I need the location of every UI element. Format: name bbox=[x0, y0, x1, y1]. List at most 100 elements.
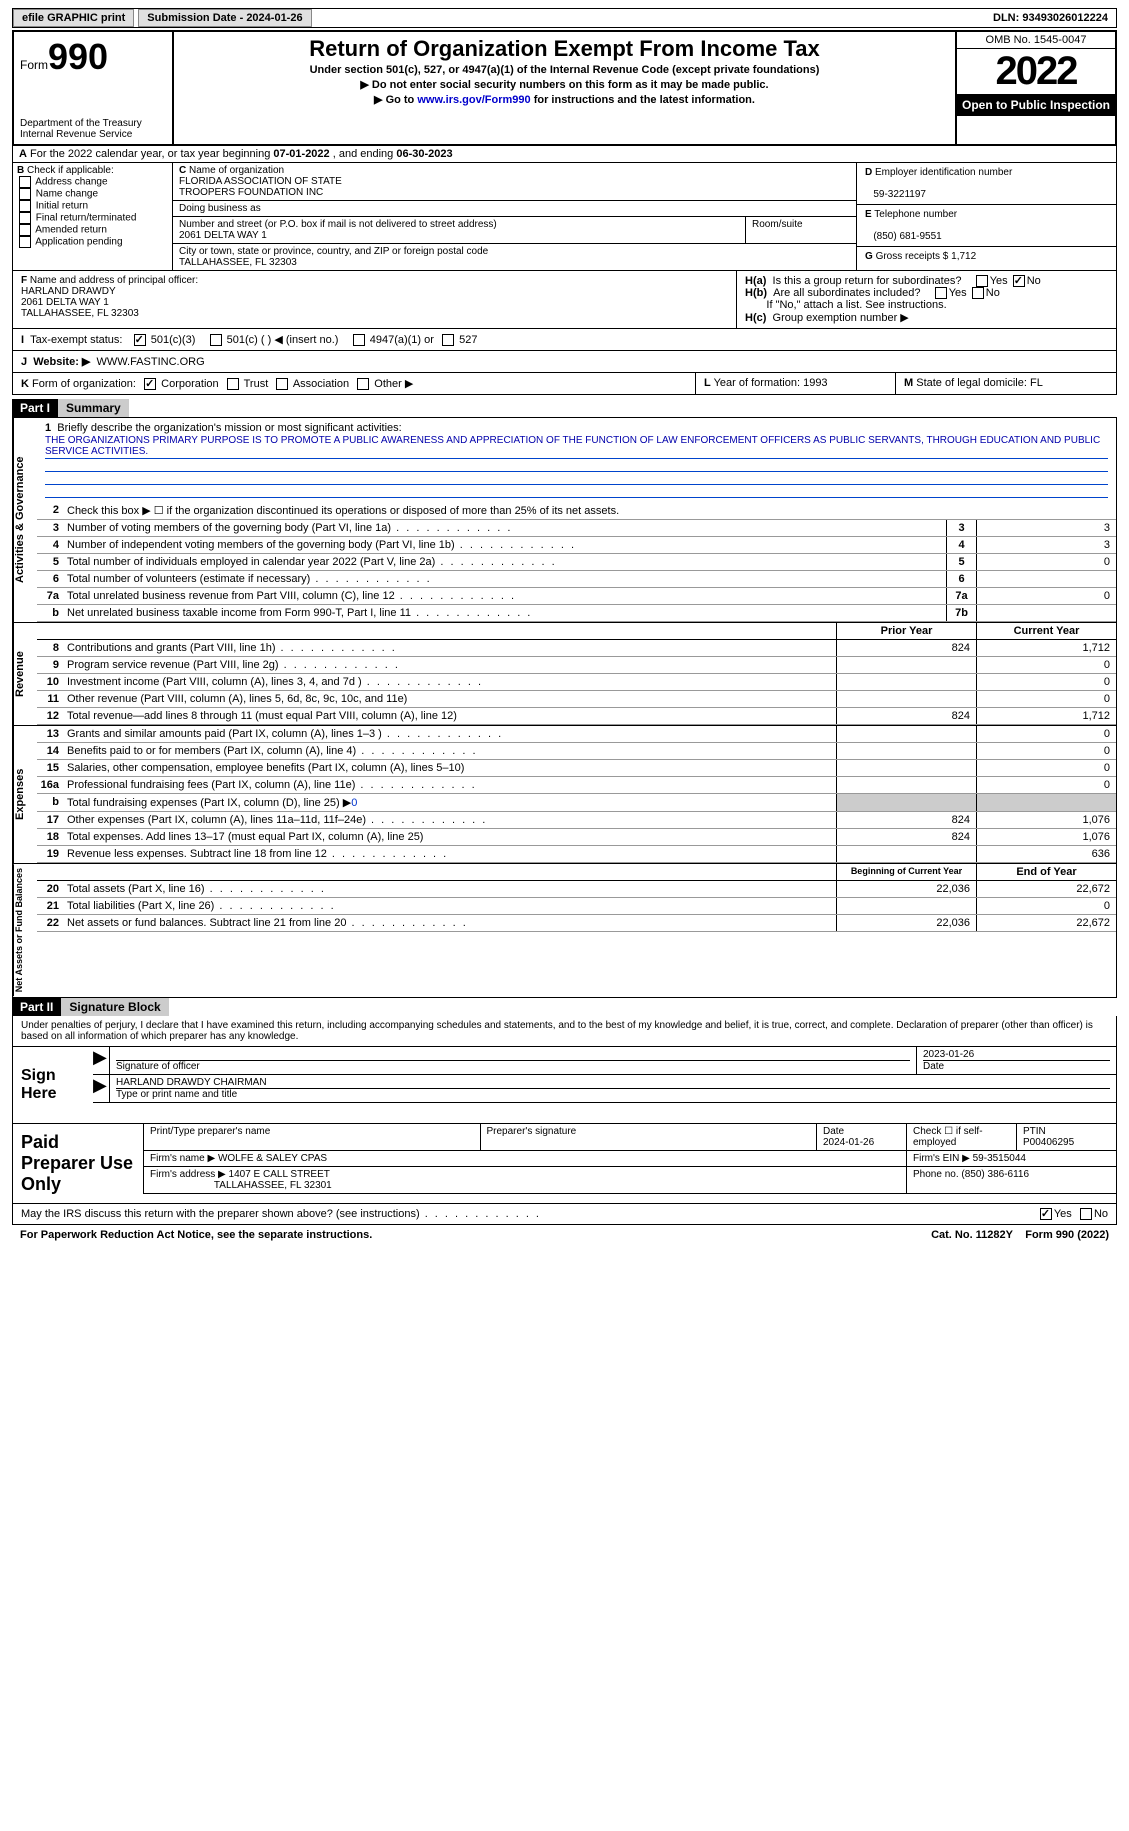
line20: Total assets (Part X, line 16) bbox=[65, 881, 836, 897]
checkbox-501c3[interactable] bbox=[134, 334, 146, 346]
public-inspection: Open to Public Inspection bbox=[957, 94, 1115, 116]
efile-print-button[interactable]: efile GRAPHIC print bbox=[13, 9, 134, 27]
irs-label: Internal Revenue Service bbox=[20, 129, 166, 140]
current-year-hdr: Current Year bbox=[976, 623, 1116, 639]
state-domicile: M State of legal domicile: FL bbox=[896, 373, 1116, 394]
line16b: Total fundraising expenses (Part IX, col… bbox=[65, 794, 836, 811]
sig-arrow-icon bbox=[93, 1047, 109, 1074]
line3: Number of voting members of the governin… bbox=[65, 520, 946, 536]
ssn-note: ▶ Do not enter social security numbers o… bbox=[178, 78, 951, 91]
checkbox-corp[interactable] bbox=[144, 378, 156, 390]
checkbox-assoc[interactable] bbox=[276, 378, 288, 390]
goto-note: ▶ Go to www.irs.gov/Form990 for instruct… bbox=[178, 93, 951, 106]
submission-date-button[interactable]: Submission Date - 2024-01-26 bbox=[138, 9, 311, 27]
mission-text: THE ORGANIZATIONS PRIMARY PURPOSE IS TO … bbox=[45, 434, 1108, 459]
line17: Other expenses (Part IX, column (A), lin… bbox=[65, 812, 836, 828]
line18: Total expenses. Add lines 13–17 (must eq… bbox=[65, 829, 836, 845]
checkbox-hb-no[interactable] bbox=[972, 287, 984, 299]
street-address: Number and street (or P.O. box if mail i… bbox=[173, 217, 746, 243]
line11: Other revenue (Part VIII, column (A), li… bbox=[65, 691, 836, 707]
line9: Program service revenue (Part VIII, line… bbox=[65, 657, 836, 673]
tax-year: 2022 bbox=[957, 49, 1115, 94]
city-state: City or town, state or province, country… bbox=[173, 244, 856, 270]
line12: Total revenue—add lines 8 through 11 (mu… bbox=[65, 708, 836, 724]
firm-name: Firm's name ▶ WOLFE & SALEY CPAS bbox=[143, 1151, 906, 1166]
checkbox-trust[interactable] bbox=[227, 378, 239, 390]
sig-arrow2-icon bbox=[93, 1075, 109, 1102]
part1-title: Summary bbox=[58, 399, 129, 417]
vtab-governance: Activities & Governance bbox=[13, 418, 37, 622]
checkbox-501c[interactable] bbox=[210, 334, 222, 346]
org-name-box: C Name of organization FLORIDA ASSOCIATI… bbox=[173, 163, 856, 201]
tax-exempt-status: I Tax-exempt status: 501(c)(3) 501(c) ( … bbox=[12, 329, 1117, 351]
sign-date: 2023-01-26Date bbox=[916, 1047, 1116, 1074]
line22: Net assets or fund balances. Subtract li… bbox=[65, 915, 836, 931]
mission-label: Briefly describe the organization's miss… bbox=[57, 422, 401, 434]
section-b: B Check if applicable: Address change Na… bbox=[13, 163, 173, 270]
penalty-statement: Under penalties of perjury, I declare th… bbox=[13, 1016, 1116, 1047]
line4: Number of independent voting members of … bbox=[65, 537, 946, 553]
line5: Total number of individuals employed in … bbox=[65, 554, 946, 570]
dept-treasury: Department of the Treasury bbox=[20, 118, 166, 129]
form-of-org: K Form of organization: Corporation Trus… bbox=[13, 373, 696, 394]
checkbox-amended[interactable] bbox=[19, 224, 31, 236]
checkbox-pending[interactable] bbox=[19, 236, 31, 248]
line6: Total number of volunteers (estimate if … bbox=[65, 571, 946, 587]
checkbox-ha-no[interactable] bbox=[1013, 275, 1025, 287]
line7b: Net unrelated business taxable income fr… bbox=[65, 605, 946, 621]
checkbox-4947[interactable] bbox=[353, 334, 365, 346]
gross-receipts: G Gross receipts $ 1,712 bbox=[857, 247, 1116, 266]
preparer-sig: Preparer's signature bbox=[480, 1124, 817, 1150]
checkbox-final[interactable] bbox=[19, 212, 31, 224]
irs-link[interactable]: www.irs.gov/Form990 bbox=[417, 94, 530, 106]
vtab-revenue: Revenue bbox=[13, 623, 37, 725]
checkbox-discuss-yes[interactable] bbox=[1040, 1208, 1052, 1220]
part2-title: Signature Block bbox=[61, 998, 168, 1016]
line19: Revenue less expenses. Subtract line 18 … bbox=[65, 846, 836, 862]
line14: Benefits paid to or for members (Part IX… bbox=[65, 743, 836, 759]
dln-label: DLN: 93493026012224 bbox=[993, 12, 1116, 24]
telephone-box: E Telephone number (850) 681-9551 bbox=[857, 205, 1116, 247]
firm-ein: Firm's EIN ▶ 59-3515044 bbox=[906, 1151, 1116, 1166]
line10: Investment income (Part VIII, column (A)… bbox=[65, 674, 836, 690]
preparer-date: Date2024-01-26 bbox=[816, 1124, 906, 1150]
ein-box: D Employer identification number 59-3221… bbox=[857, 163, 1116, 205]
checkbox-discuss-no[interactable] bbox=[1080, 1208, 1092, 1220]
firm-phone: Phone no. (850) 386-6116 bbox=[906, 1167, 1116, 1193]
principal-officer: F Name and address of principal officer:… bbox=[13, 271, 736, 328]
sign-here-label: Sign Here bbox=[13, 1047, 93, 1123]
checkbox-name-change[interactable] bbox=[19, 188, 31, 200]
line15: Salaries, other compensation, employee b… bbox=[65, 760, 836, 776]
cat-number: Cat. No. 11282Y bbox=[931, 1229, 1013, 1241]
officer-signature: Signature of officer bbox=[109, 1047, 916, 1074]
line21: Total liabilities (Part X, line 26) bbox=[65, 898, 836, 914]
checkbox-initial[interactable] bbox=[19, 200, 31, 212]
vtab-expenses: Expenses bbox=[13, 726, 37, 863]
section-a: A For the 2022 calendar year, or tax yea… bbox=[12, 146, 1117, 163]
line2: Check this box ▶ ☐ if the organization d… bbox=[65, 502, 1116, 519]
pra-notice: For Paperwork Reduction Act Notice, see … bbox=[20, 1229, 931, 1241]
prior-year-hdr: Prior Year bbox=[836, 623, 976, 639]
checkbox-other[interactable] bbox=[357, 378, 369, 390]
checkbox-hb-yes[interactable] bbox=[935, 287, 947, 299]
line8: Contributions and grants (Part VIII, lin… bbox=[65, 640, 836, 656]
top-bar: efile GRAPHIC print Submission Date - 20… bbox=[12, 8, 1117, 28]
begin-year-hdr: Beginning of Current Year bbox=[836, 864, 976, 880]
website-row: J Website: ▶ WWW.FASTINC.ORG bbox=[12, 351, 1117, 373]
part1-label: Part I bbox=[12, 399, 58, 417]
checkbox-addr-change[interactable] bbox=[19, 176, 31, 188]
vtab-netassets: Net Assets or Fund Balances bbox=[13, 864, 37, 996]
form-number: Form990 bbox=[20, 36, 166, 78]
officer-name: HARLAND DRAWDY CHAIRMANType or print nam… bbox=[109, 1075, 1116, 1102]
checkbox-ha-yes[interactable] bbox=[976, 275, 988, 287]
discuss-row: May the IRS discuss this return with the… bbox=[12, 1204, 1117, 1225]
room-suite: Room/suite bbox=[746, 217, 856, 243]
line13: Grants and similar amounts paid (Part IX… bbox=[65, 726, 836, 742]
form-footer: Form 990 (2022) bbox=[1025, 1229, 1109, 1241]
checkbox-527[interactable] bbox=[442, 334, 454, 346]
form-title: Return of Organization Exempt From Incom… bbox=[178, 36, 951, 62]
line16a: Professional fundraising fees (Part IX, … bbox=[65, 777, 836, 793]
ptin: PTINP00406295 bbox=[1016, 1124, 1116, 1150]
preparer-name: Print/Type preparer's name bbox=[143, 1124, 480, 1150]
line7a: Total unrelated business revenue from Pa… bbox=[65, 588, 946, 604]
